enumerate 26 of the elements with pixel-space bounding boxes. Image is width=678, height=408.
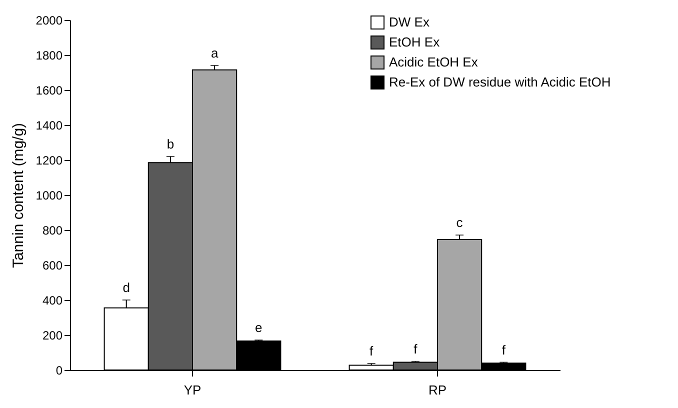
data-label: e bbox=[255, 320, 262, 336]
legend-label: EtOH Ex bbox=[389, 34, 440, 50]
data-label: c bbox=[456, 215, 464, 230]
legend-label: Acidic EtOH Ex bbox=[389, 54, 478, 70]
y-tick-label: 800 bbox=[42, 224, 63, 238]
y-tick-label: 2000 bbox=[36, 14, 63, 28]
x-tick-label: YP bbox=[184, 382, 202, 398]
data-label: d bbox=[122, 280, 130, 295]
data-label: a bbox=[210, 46, 219, 60]
y-tick-label: 600 bbox=[42, 258, 63, 272]
y-tick-label: 400 bbox=[42, 294, 63, 308]
legend-label: DW Ex bbox=[389, 14, 430, 30]
y-tick-label: 1400 bbox=[36, 118, 63, 132]
y-tick-label: 0 bbox=[56, 364, 63, 378]
y-axis-title: Tannin content (mg/g) bbox=[10, 122, 27, 268]
y-tick-label: 1600 bbox=[36, 84, 63, 98]
y-tick-label: 200 bbox=[42, 328, 63, 342]
y-tick-label: 1200 bbox=[36, 154, 63, 168]
data-label: f bbox=[370, 344, 374, 359]
x-tick-label: RP bbox=[428, 382, 447, 398]
y-tick-label: 1800 bbox=[36, 48, 63, 62]
data-label: b bbox=[166, 136, 174, 152]
y-tick-label: 1000 bbox=[36, 188, 63, 202]
legend-label: Re-Ex of DW residue with Acidic EtOH bbox=[389, 74, 611, 90]
data-label: f bbox=[414, 341, 418, 356]
data-label: f bbox=[502, 342, 506, 358]
